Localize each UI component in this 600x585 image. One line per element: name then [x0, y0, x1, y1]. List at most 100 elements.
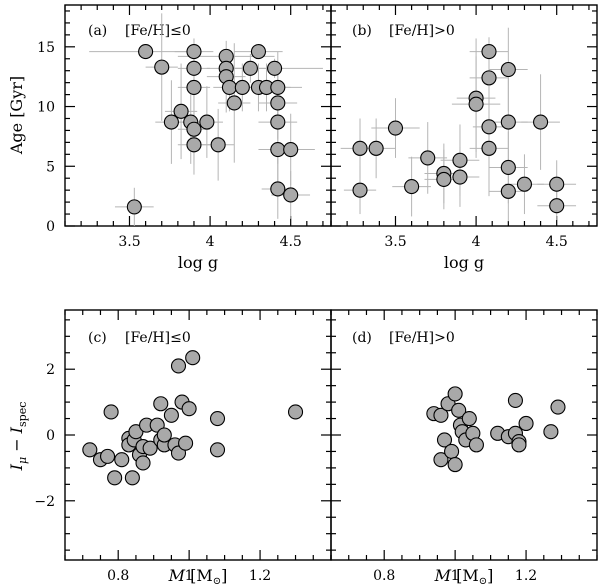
data-point: [186, 44, 202, 60]
x-tick-label: 4: [472, 234, 481, 250]
data-point: [126, 199, 142, 215]
data-point: [511, 437, 527, 453]
y-label-minus-i: − I: [7, 426, 26, 457]
data-point: [451, 402, 467, 418]
data-point: [550, 399, 566, 415]
panel-d-label: (d): [352, 330, 372, 346]
y-tick-label: 10: [37, 100, 55, 116]
y-tick-label: 0: [46, 428, 55, 444]
data-point: [500, 159, 516, 176]
x-tick-label: 1.2: [515, 568, 537, 584]
data-point: [270, 79, 286, 95]
data-point: [549, 198, 565, 214]
panel-d-marks: 0.8 1 1.2: [330, 310, 598, 584]
data-point: [173, 103, 189, 119]
x-tick-label: 3.5: [118, 234, 140, 250]
data-point: [433, 407, 449, 423]
panel-a-label: (a): [88, 23, 107, 39]
data-point: [481, 44, 497, 60]
data-point: [481, 70, 497, 86]
data-point: [500, 61, 516, 78]
data-point: [452, 169, 468, 185]
data-point: [135, 455, 151, 471]
data-point: [221, 79, 237, 95]
data-point: [404, 179, 420, 195]
data-point: [250, 44, 267, 60]
data-point: [163, 114, 179, 130]
data-point: [516, 176, 533, 192]
data-point: [500, 114, 516, 130]
sun-symbol-icon: ⊙: [479, 576, 487, 585]
data-point: [154, 59, 170, 75]
panel-b-label: (b): [352, 23, 372, 39]
data-point: [103, 404, 119, 420]
data-point: [447, 457, 463, 473]
data-point: [468, 96, 484, 112]
data-point: [436, 171, 452, 187]
data-point: [270, 181, 286, 197]
data-point: [156, 427, 172, 443]
panel-b-condition: [Fe/H]>0: [389, 23, 455, 39]
data-point: [267, 60, 283, 76]
sun-symbol-icon: ⊙: [213, 576, 221, 585]
data-point: [433, 452, 449, 468]
x-axis-label-b: log g: [444, 253, 484, 272]
data-point: [352, 140, 368, 156]
data-point: [242, 60, 258, 76]
data-point: [436, 432, 453, 448]
y-label-i: I: [7, 463, 26, 471]
data-point: [185, 350, 201, 366]
data-point: [181, 401, 197, 417]
data-point: [283, 187, 299, 203]
x-label-d-unit-close: ]: [487, 566, 493, 585]
panel-b-frame: [330, 4, 598, 227]
data-point: [199, 114, 215, 130]
x-label-d-unit: [M: [456, 566, 479, 585]
data-point: [170, 358, 187, 374]
data-point: [82, 442, 98, 458]
y-axis-label-age: Age [Gyr]: [7, 76, 26, 155]
x-label-d-var: M: [434, 566, 452, 585]
data-point: [186, 121, 202, 137]
data-point: [283, 141, 299, 158]
x-label-c-unit: [M: [190, 566, 213, 585]
data-point: [468, 437, 484, 453]
panel-c-label: (c): [88, 330, 107, 346]
data-point: [186, 79, 202, 95]
x-tick-label: 4.5: [546, 234, 568, 250]
data-point: [186, 137, 202, 153]
panel-d-condition: [Fe/H]>0: [389, 330, 455, 346]
y-label-sub-mu: μ: [16, 457, 29, 464]
data-point: [153, 396, 169, 412]
data-point: [234, 79, 250, 95]
data-point: [481, 119, 497, 135]
y-label-sub-spec: spec: [16, 402, 29, 427]
x-axis-label-a: log g: [178, 253, 218, 272]
y-tick-label: −2: [34, 494, 55, 510]
data-point: [138, 44, 154, 60]
y-tick-label: 2: [46, 362, 55, 378]
x-tick-label: 0.8: [373, 568, 395, 584]
data-point: [100, 448, 116, 464]
data-point: [209, 411, 226, 427]
y-tick-label: 5: [46, 159, 55, 175]
x-tick-label: 1: [185, 568, 194, 584]
data-point: [518, 415, 534, 432]
data-point: [500, 183, 516, 199]
data-point: [287, 404, 304, 420]
data-point: [549, 176, 565, 192]
data-point: [507, 392, 523, 409]
data-point: [124, 470, 140, 486]
x-tick-label: 4.5: [280, 234, 302, 250]
panel-c-condition: [Fe/H]≤0: [125, 330, 191, 346]
x-tick-label: 1: [451, 568, 460, 584]
data-point: [226, 95, 242, 111]
data-point: [533, 114, 549, 130]
data-point: [368, 140, 384, 156]
data-point: [352, 182, 368, 198]
data-point: [178, 435, 194, 451]
data-point: [209, 442, 226, 458]
data-point: [444, 443, 460, 459]
data-point: [461, 411, 477, 427]
y-axis-label-i-diff: Iμ − Ispec: [7, 402, 29, 472]
